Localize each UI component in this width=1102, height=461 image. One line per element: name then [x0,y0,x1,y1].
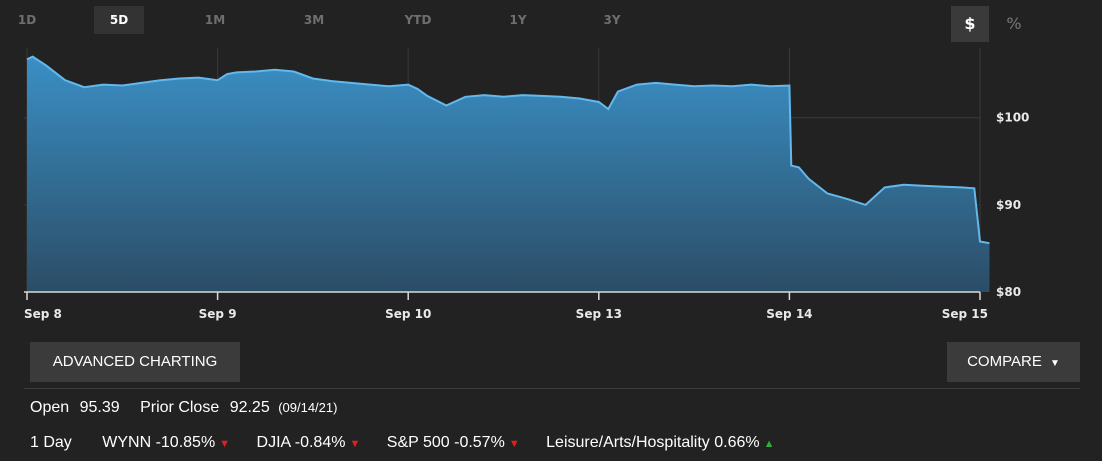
x-tick-label: Sep 15 [942,307,988,321]
prior-close-value: 92.25 [229,399,270,416]
dollar-unit-button[interactable]: $ [951,6,989,42]
advanced-charting-button[interactable]: ADVANCED CHARTING [30,342,240,382]
performance-row: 1 Day WYNN -10.85% ▼ DJIA -0.84% ▼ S&P 500… [30,434,774,452]
price-line [26,55,990,245]
caret-down-icon: ▼ [1050,358,1060,369]
percent-unit-button[interactable]: % [1006,14,1022,33]
x-tick-label: Sep 14 [766,307,812,321]
y-tick-label: $100 [996,111,1029,125]
open-label: Open [30,399,70,416]
perf-item-label: DJIA -0.84% [256,434,346,451]
perf-item: DJIA -0.84% ▼ [257,434,361,452]
prior-close-date: (09/14/21) [278,400,338,415]
up-arrow-icon: ▲ [763,438,775,450]
y-tick-label: $90 [996,198,1021,212]
chart-axes: Sep 8 Sep 9 Sep 10 Sep 13 Sep 14 Sep 15 $100 $9… [24,111,1029,321]
price-area-chart: Sep 8 Sep 9 Sep 10 Sep 13 Sep 14 Sep 15 $100 $9… [24,48,1029,321]
x-tick-label: Sep 13 [576,307,622,321]
down-arrow-icon: ▼ [219,438,231,450]
range-3m-button[interactable]: 3M [303,13,325,27]
perf-item-label: WYNN -10.85% [102,434,216,451]
range-1y-button[interactable]: 1Y [509,13,527,27]
perf-item-label: Leisure/Arts/Hospitality 0.66% [546,434,760,451]
y-tick-label: $80 [996,285,1021,299]
x-tick-label: Sep 9 [199,307,237,321]
open-value: 95.39 [79,399,120,416]
compare-button[interactable]: COMPARE ▼ [947,342,1080,382]
price-area [27,56,990,293]
perf-item: WYNN -10.85% ▼ [102,434,230,452]
prior-close-label: Prior Close [140,399,220,416]
perf-item: S&P 500 -0.57% ▼ [387,434,520,452]
period-label: 1 Day [30,434,72,451]
x-tick-label: Sep 8 [24,307,62,321]
compare-label: COMPARE [967,353,1042,370]
down-arrow-icon: ▼ [349,438,361,450]
x-tick-label: Sep 10 [385,307,431,321]
down-arrow-icon: ▼ [508,438,520,450]
range-selector: 1D 5D 1M 3M YTD 1Y 3Y $ % [0,0,1102,42]
quote-stats: Open 95.39 Prior Close 92.25 (09/14/21) [30,399,337,417]
range-ytd-button[interactable]: YTD [404,13,432,27]
perf-item-label: S&P 500 -0.57% [386,434,505,451]
range-1d-button[interactable]: 1D [17,13,37,27]
perf-item: Leisure/Arts/Hospitality 0.66% ▲ [546,434,774,452]
range-1m-button[interactable]: 1M [204,13,226,27]
divider [24,388,1080,389]
range-3y-button[interactable]: 3Y [603,13,621,27]
range-5d-button[interactable]: 5D [94,6,144,34]
